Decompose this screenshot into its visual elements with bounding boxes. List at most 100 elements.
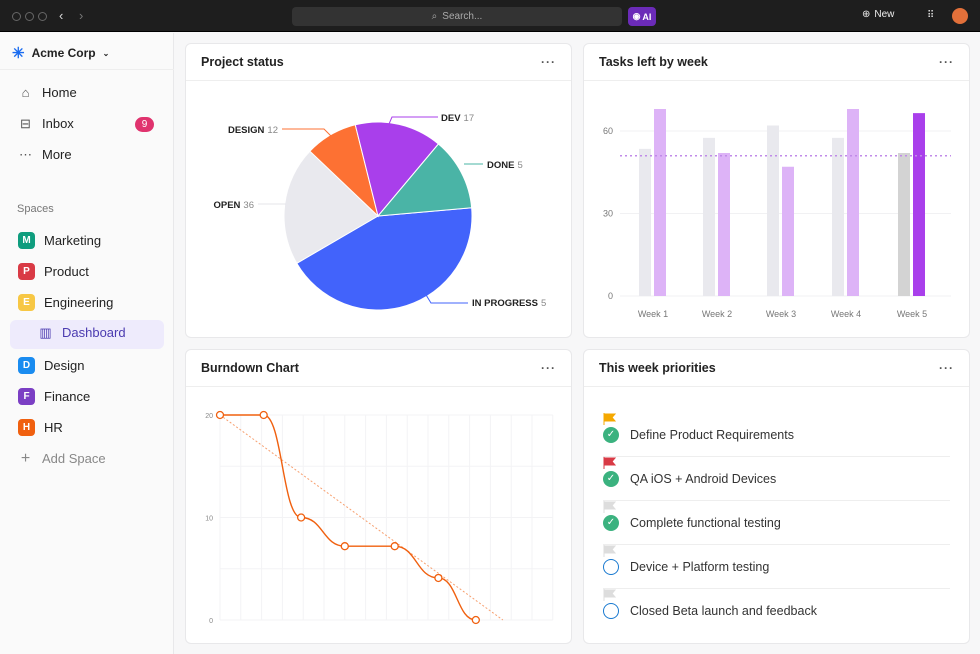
flag-icon[interactable] xyxy=(603,413,616,425)
project-status-card: Project status ··· IN PROGRESS 5 OPEN 36 DESI… xyxy=(185,43,572,338)
search-icon: ⌕ xyxy=(431,11,438,22)
dashboard-icon: ▥ xyxy=(39,324,52,340)
avatar[interactable] xyxy=(952,8,968,24)
inbox-badge: 9 xyxy=(135,117,154,132)
data-point xyxy=(434,573,443,583)
spaces-heading: Spaces xyxy=(17,203,54,215)
card-menu-icon[interactable]: ··· xyxy=(939,55,954,69)
y-tick-label: 10 xyxy=(205,516,213,523)
sidebar-item-inbox[interactable]: ⊟ Inbox xyxy=(18,115,74,132)
priority-item[interactable]: Closed Beta launch and feedback xyxy=(603,589,950,633)
empty-circle-icon[interactable] xyxy=(603,558,619,575)
card-title: Burndown Chart xyxy=(201,361,299,375)
bar-remaining xyxy=(718,153,730,296)
card-menu-icon[interactable]: ··· xyxy=(939,361,954,375)
sidebar-item-home[interactable]: ⌂ Home xyxy=(18,85,77,100)
data-point xyxy=(215,410,225,420)
slice-name: DESIGN xyxy=(228,125,265,136)
priority-item[interactable]: Device + Platform testing xyxy=(603,545,950,589)
bar-remaining xyxy=(654,109,666,296)
check-circle-icon[interactable]: ✓ xyxy=(603,514,619,531)
priority-item[interactable]: ✓ Complete functional testing xyxy=(603,501,950,545)
window-zoom-button[interactable] xyxy=(38,12,47,21)
priority-item[interactable]: ✓ QA iOS + Android Devices xyxy=(603,457,950,501)
pie-slice-done xyxy=(376,143,473,217)
bar-remaining xyxy=(782,166,794,296)
flag-icon[interactable] xyxy=(603,501,616,513)
slice-name: IN PROGRESS xyxy=(472,298,538,309)
sidebar-item-more[interactable]: ⋯ More xyxy=(19,146,72,163)
slice-label: IN PROGRESS 5 xyxy=(472,298,546,309)
y-tick-label: 60 xyxy=(603,126,613,136)
card-title: Tasks left by week xyxy=(599,55,708,69)
apps-grid-icon[interactable]: ⠿ xyxy=(927,10,935,21)
data-point xyxy=(259,410,268,420)
slice-name: DEV xyxy=(441,113,461,124)
priorities-card: This week priorities ··· ✓ Define Product … xyxy=(583,349,970,644)
flag-icon[interactable] xyxy=(603,457,616,469)
slice-name: DONE xyxy=(487,160,514,171)
window-minimize-button[interactable] xyxy=(25,12,34,21)
plus-circle-icon: ⊕ xyxy=(862,9,871,20)
slice-count: 5 xyxy=(541,298,546,309)
inbox-icon: ⊟ xyxy=(20,115,31,131)
active-highlight xyxy=(10,320,164,349)
y-tick-label: 30 xyxy=(603,209,613,219)
add-space-button[interactable]: + Add Space xyxy=(18,449,106,467)
window-close-button[interactable] xyxy=(12,12,21,21)
sidebar-item-dashboard[interactable]: ▥ Dashboard xyxy=(39,324,126,341)
logo-icon: ✳ xyxy=(12,45,25,62)
chevron-down-icon: ⌄ xyxy=(102,48,110,58)
flag-icon[interactable] xyxy=(603,589,616,601)
priority-item[interactable]: ✓ Define Product Requirements xyxy=(603,413,950,457)
sidebar-space-engineering[interactable]: E Engineering xyxy=(18,294,113,311)
x-tick-label: Week 3 xyxy=(766,309,796,319)
new-button[interactable]: ⊕ New xyxy=(862,9,895,20)
slice-count: 5 xyxy=(517,160,522,171)
x-tick-label: Week 5 xyxy=(897,309,927,319)
bar-remaining xyxy=(847,109,859,296)
space-avatar-icon: H xyxy=(18,419,35,436)
card-menu-icon[interactable]: ··· xyxy=(541,361,556,375)
x-tick-label: Week 1 xyxy=(638,309,668,319)
bar-chart: 0 30 60 Week 1 Week 2 Week 3 Week 4 Week 5 xyxy=(603,109,951,319)
empty-circle-icon[interactable] xyxy=(603,603,619,619)
back-icon[interactable]: ‹ xyxy=(59,8,64,23)
divider xyxy=(0,69,174,70)
sidebar-space-hr[interactable]: H HR xyxy=(18,419,63,436)
slice-label: OPEN 36 xyxy=(213,200,254,211)
pie-slice-open xyxy=(283,150,379,264)
sidebar-space-product[interactable]: P Product xyxy=(18,263,89,280)
ai-icon: ◉ xyxy=(632,11,641,21)
space-avatar-icon: M xyxy=(18,232,35,249)
x-tick-label: Week 2 xyxy=(702,309,732,319)
card-title: This week priorities xyxy=(599,361,716,375)
slice-count: 12 xyxy=(267,125,278,136)
bar-total xyxy=(767,125,779,296)
leader-line xyxy=(422,289,468,304)
slice-label: DESIGN 12 xyxy=(228,125,278,136)
space-avatar-icon: P xyxy=(18,263,35,280)
search-input[interactable]: ⌕ Search... xyxy=(292,7,622,26)
check-circle-icon[interactable]: ✓ xyxy=(603,470,619,487)
sidebar-space-design[interactable]: D Design xyxy=(18,357,84,374)
bar-total xyxy=(703,137,715,296)
ai-button[interactable]: ◉ AI xyxy=(628,7,656,26)
pie-slice-dev xyxy=(354,121,440,218)
y-tick-label: 0 xyxy=(209,618,213,625)
slice-label: DEV 17 xyxy=(441,113,474,124)
burndown-chart: 0 10 20 xyxy=(205,410,554,625)
card-menu-icon[interactable]: ··· xyxy=(541,55,556,69)
tasks-left-card: Tasks left by week ··· 0 30 60 Week 1 Week 2 W… xyxy=(583,43,970,338)
flag-icon[interactable] xyxy=(603,545,616,557)
check-circle-icon[interactable]: ✓ xyxy=(603,426,619,443)
workspace-switcher[interactable]: ✳ Acme Corp ⌄ xyxy=(12,45,110,62)
more-icon: ⋯ xyxy=(19,146,32,162)
home-icon: ⌂ xyxy=(21,85,30,100)
forward-icon[interactable]: › xyxy=(79,8,84,23)
sidebar-space-marketing[interactable]: M Marketing xyxy=(18,232,101,249)
card-title: Project status xyxy=(201,55,284,69)
plus-icon: + xyxy=(20,449,31,467)
sidebar-space-finance[interactable]: F Finance xyxy=(18,388,90,405)
